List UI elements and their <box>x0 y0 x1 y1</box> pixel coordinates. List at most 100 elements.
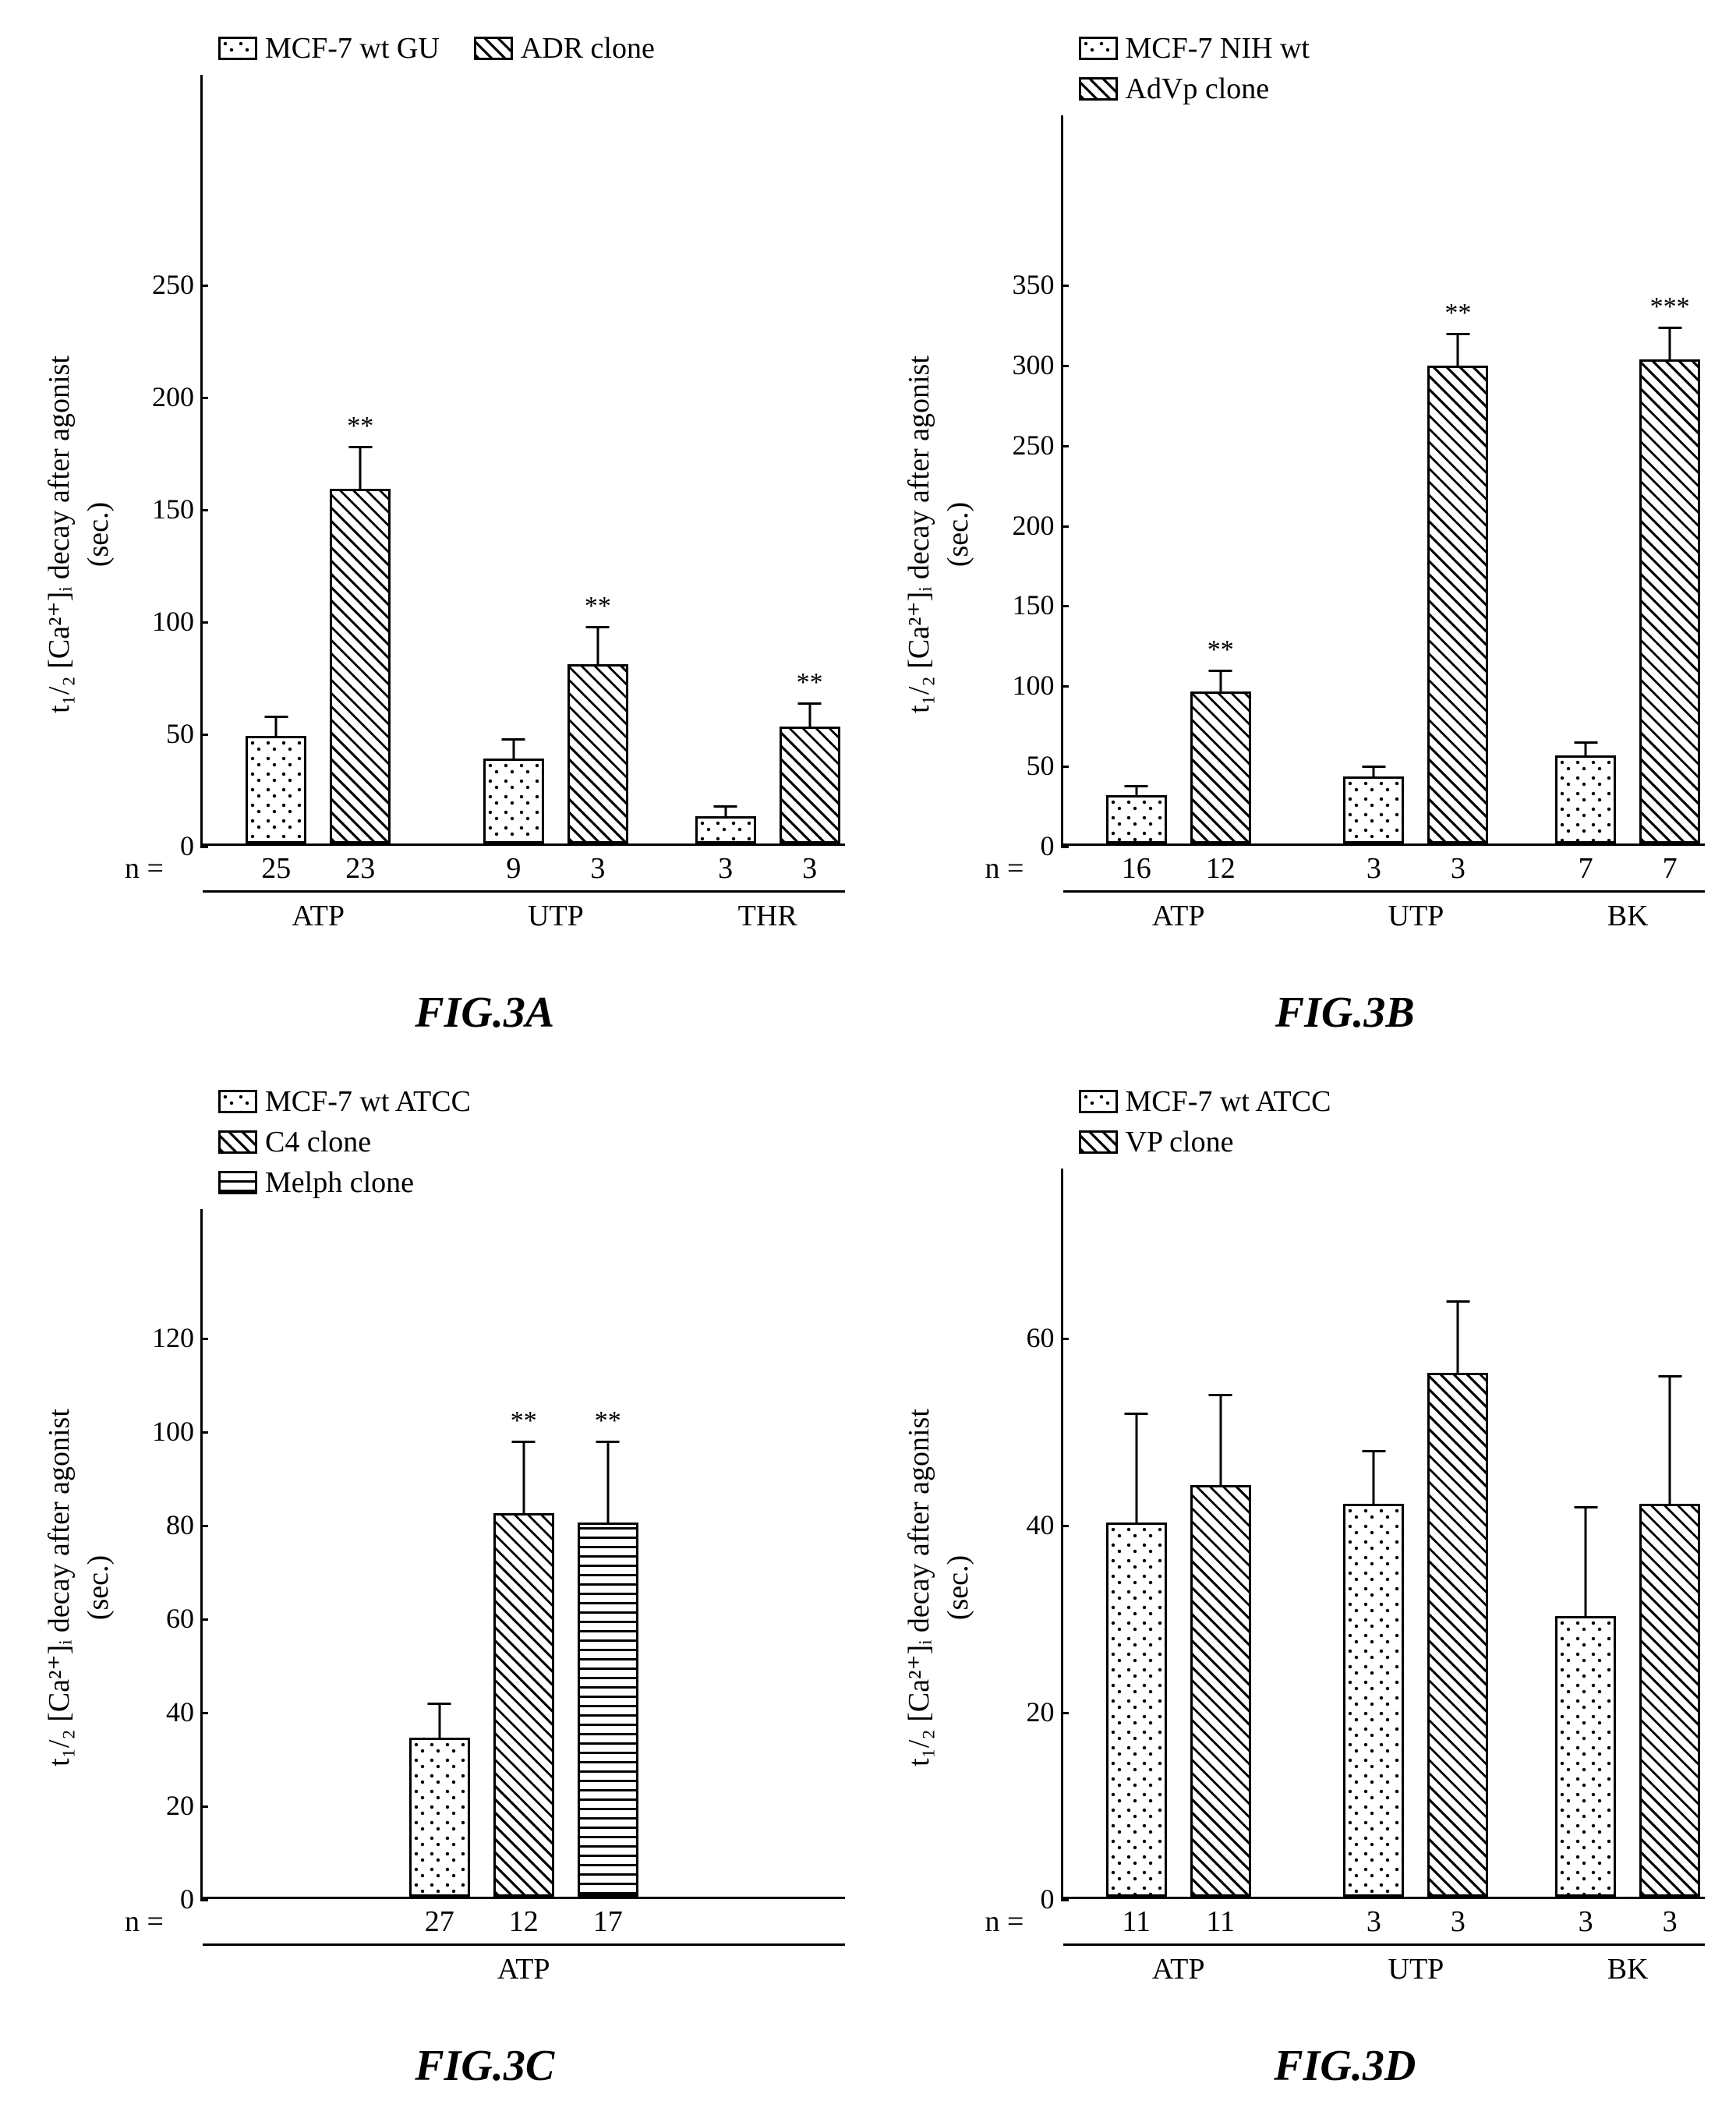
legend-item: MCF-7 wt ATCC <box>218 1084 471 1119</box>
legend-swatch <box>218 1171 257 1194</box>
y-axis-ticks: 050100150200250300350 <box>985 115 1063 846</box>
legend-swatch <box>1079 77 1118 101</box>
legend-item: MCF-7 NIH wt <box>1079 31 1310 65</box>
n-value: 3 <box>1579 1904 1593 1939</box>
bar: ** <box>330 489 391 843</box>
bar-group: ** <box>483 664 628 843</box>
legend-swatch <box>218 1130 257 1154</box>
figure-label: FIG.3A <box>125 988 845 1038</box>
error-bar <box>522 1441 525 1515</box>
error-bar <box>1585 741 1587 758</box>
y-tick: 100 <box>152 1415 194 1448</box>
x-group-labels: ATPUTPBK <box>1063 893 1706 933</box>
legend: MCF-7 wt GU ADR clone <box>125 31 845 65</box>
x-group-label: UTP <box>528 899 584 933</box>
bar: ** <box>1427 366 1488 843</box>
legend-row: MCF-7 wt ATCC <box>218 1084 845 1119</box>
n-value: 11 <box>1122 1904 1151 1939</box>
y-axis-label: t₁/₂ [Ca²⁺]ᵢ decay after agonist(sec.) <box>41 1409 115 1767</box>
y-axis-label-line2: (sec.) <box>81 502 115 567</box>
bar: ** <box>493 1513 554 1897</box>
legend-item: ADR clone <box>474 31 655 65</box>
plot <box>1063 1169 1706 1899</box>
error-bar <box>1669 1375 1671 1506</box>
figure-grid: t₁/₂ [Ca²⁺]ᵢ decay after agonist(sec.)MC… <box>31 31 1705 2091</box>
x-axis: n =271217ATP <box>203 1899 845 1986</box>
error-bar <box>275 716 278 738</box>
legend: MCF-7 NIH wt AdVp clone <box>985 31 1706 106</box>
bar-group: ** <box>1343 366 1488 843</box>
legend-item: C4 clone <box>218 1125 371 1159</box>
n-row: n =11113333 <box>1063 1899 1706 1946</box>
y-axis-label-line1: t₁/₂ [Ca²⁺]ᵢ decay after agonist <box>41 1409 76 1767</box>
significance-marker: *** <box>1650 292 1690 322</box>
bar <box>1555 1616 1616 1897</box>
y-tick: 0 <box>180 829 194 862</box>
n-value: 9 <box>506 851 521 886</box>
n-value: 12 <box>509 1904 539 1939</box>
y-tick: 20 <box>166 1789 194 1822</box>
error-bar <box>606 1441 609 1525</box>
plot: ** ** ** <box>203 75 845 846</box>
chart-column: MCF-7 NIH wt AdVp clone 050100150200250300… <box>985 31 1706 1038</box>
y-tick: 120 <box>152 1321 194 1354</box>
x-group-label: ATP <box>497 1952 550 1986</box>
legend-swatch <box>1079 1130 1118 1154</box>
n-value: 3 <box>1451 1904 1466 1939</box>
figure-label: FIG.3D <box>985 2041 1706 2091</box>
legend-label: MCF-7 wt GU <box>265 31 440 65</box>
bar <box>1343 1504 1404 1897</box>
bar: ** <box>780 727 840 843</box>
n-value: 3 <box>1367 851 1381 886</box>
bar <box>1639 1504 1700 1897</box>
n-value: 27 <box>425 1904 454 1939</box>
panel-B: t₁/₂ [Ca²⁺]ᵢ decay after agonist(sec.)MC… <box>892 31 1706 1038</box>
legend-label: MCF-7 wt ATCC <box>1126 1084 1331 1119</box>
y-axis-label: t₁/₂ [Ca²⁺]ᵢ decay after agonist(sec.) <box>901 1409 975 1767</box>
error-bar <box>1585 1506 1587 1618</box>
bar-group <box>1106 1485 1251 1897</box>
y-tick: 250 <box>152 268 194 301</box>
legend-row: MCF-7 wt ATCC <box>1079 1084 1706 1119</box>
n-prefix: n = <box>125 851 164 886</box>
chart-column: MCF-7 wt ATCCC4 cloneMelph clone02040608… <box>125 1084 845 2091</box>
bar-group <box>1343 1373 1488 1897</box>
n-value: 11 <box>1206 1904 1235 1939</box>
y-axis-label: t₁/₂ [Ca²⁺]ᵢ decay after agonist(sec.) <box>41 355 115 713</box>
y-tick: 0 <box>1041 1883 1055 1915</box>
significance-marker: ** <box>347 412 373 441</box>
y-tick: 50 <box>166 717 194 750</box>
figure-label: FIG.3B <box>985 988 1706 1038</box>
x-group-labels: ATPUTPTHR <box>203 893 845 933</box>
y-tick: 100 <box>1013 669 1055 702</box>
error-bar <box>438 1703 440 1740</box>
legend-label: AdVp clone <box>1126 72 1270 106</box>
y-tick: 60 <box>1027 1321 1055 1354</box>
chart-area: 050100150200250****** <box>125 75 845 846</box>
significance-marker: ** <box>511 1406 537 1436</box>
legend-swatch <box>1079 1090 1118 1113</box>
legend-item: VP clone <box>1079 1125 1234 1159</box>
legend-swatch <box>218 37 257 60</box>
plot: ******* <box>1063 115 1706 846</box>
legend-label: C4 clone <box>265 1125 371 1159</box>
significance-marker: ** <box>1444 299 1471 328</box>
y-axis-label-line2: (sec.) <box>941 502 975 567</box>
legend-label: Melph clone <box>265 1165 414 1200</box>
legend-row: MCF-7 wt GU ADR clone <box>218 31 845 65</box>
y-tick: 80 <box>166 1508 194 1541</box>
x-group-label: BK <box>1607 1952 1649 1986</box>
legend-swatch <box>218 1090 257 1113</box>
n-value: 23 <box>345 851 375 886</box>
bar-group: ** <box>1106 691 1251 843</box>
legend-item: MCF-7 wt ATCC <box>1079 1084 1331 1119</box>
panel-C: t₁/₂ [Ca²⁺]ᵢ decay after agonist(sec.) MC… <box>31 1084 845 2091</box>
chart-area: 050100150200250300350******* <box>985 115 1706 846</box>
bar <box>695 816 756 843</box>
bar-group: *** <box>1555 359 1700 843</box>
n-prefix: n = <box>125 1904 164 1939</box>
panel-A: t₁/₂ [Ca²⁺]ᵢ decay after agonist(sec.) MC… <box>31 31 845 1038</box>
n-value: 17 <box>593 1904 623 1939</box>
error-bar <box>1669 327 1671 362</box>
n-value: 3 <box>1663 1904 1678 1939</box>
